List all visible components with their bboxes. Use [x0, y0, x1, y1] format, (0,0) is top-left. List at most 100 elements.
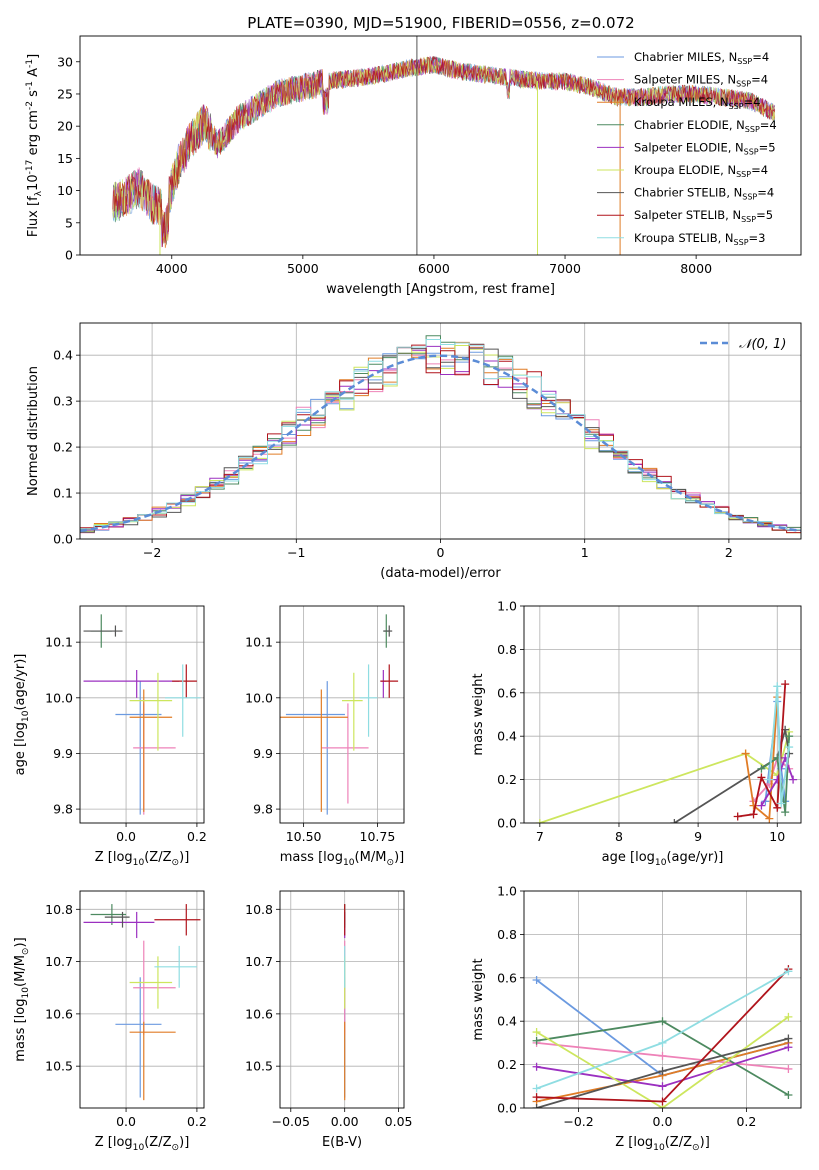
panel-age-vs-z: 0.0 0.29.89.910.010.1Z [log10(Z/Z⊙)]age [… — [13, 605, 207, 868]
panel-spectrum: 4000 5000 6000 7000 8000 0 5 10 15 20 25 30 waveleng… — [25, 35, 802, 297]
weight-marker — [733, 812, 742, 821]
axes-frame — [279, 605, 405, 824]
x-tick-label: 8 — [615, 829, 623, 844]
y-tick-label: 15 — [57, 151, 73, 166]
spectrum-line-salpeter-stelib — [112, 55, 776, 248]
legend-entry-label: Chabrier ELODIE, N — [634, 118, 745, 132]
legend-entry: Kroupa STELIB, NSSP=3 — [634, 231, 765, 247]
label-part: age [log — [602, 850, 655, 865]
x-tick-label: 0.2 — [187, 1114, 207, 1129]
axes-frame — [279, 890, 405, 1109]
errorbar-salpeter-stelib — [154, 904, 201, 936]
label-part: λ — [34, 190, 44, 196]
y-tick-label: 9.9 — [253, 746, 273, 761]
legend-entry: Salpeter STELIB, NSSP=5 — [634, 208, 773, 224]
normal-curve — [80, 354, 801, 533]
plot-area — [280, 614, 399, 815]
label-part: 10 — [133, 858, 145, 868]
weight-line-kroupa-stelib — [532, 967, 793, 1093]
label-part: wavelength [Angstrom, rest frame] — [326, 282, 555, 297]
y-tick-label: 10.5 — [245, 1059, 273, 1074]
legend-entry-tail: =4 — [752, 50, 769, 64]
label-part: Z [log — [95, 850, 133, 865]
weight-line-kroupa-stelib — [765, 682, 794, 808]
errorbar-kroupa-miles — [129, 689, 173, 812]
legend-entry-sub: SSP — [736, 170, 751, 179]
panel-mass-vs-z: 0.0 0.210.510.610.710.8Z [log10(Z/Z⊙)]mas… — [13, 890, 207, 1153]
x-tick-label: 6000 — [418, 261, 450, 276]
x-tick-label: 0.2 — [187, 829, 207, 844]
legend-entry-label: Salpeter STELIB, N — [634, 208, 741, 222]
x-tick-label: 0.2 — [736, 1114, 756, 1129]
plot-area — [83, 614, 201, 815]
x-tick-label: 5000 — [287, 261, 319, 276]
label-part: mass weight — [471, 958, 486, 1040]
x-tick-label: 2 — [725, 545, 733, 560]
label-part: (M/M — [355, 850, 387, 865]
label-part: erg cm — [26, 110, 41, 159]
panel-age-vs-mass: 10.50 10.75 9.8 9.9 10.0 10.1 mass [log10(M/M⊙… — [245, 605, 405, 868]
legend-entry-tail: =4 — [751, 73, 768, 87]
errorbar-kroupa-miles — [280, 689, 348, 812]
weight-marker — [532, 1036, 541, 1045]
axes-frame — [523, 890, 802, 1109]
label-part: age [log — [13, 722, 28, 775]
x-tick-label: −2 — [143, 545, 161, 560]
weight-marker — [741, 749, 750, 758]
y-tick-label: 0 — [65, 248, 73, 263]
errorbar-kroupa-elodie — [129, 956, 173, 1009]
label-part: ⊙ — [172, 1143, 180, 1153]
label-part: Normed distribution — [26, 366, 41, 496]
y-tick-label: 1.0 — [497, 884, 517, 899]
weight-marker — [784, 1090, 793, 1099]
legend-entry-label: Kroupa MILES, N — [634, 95, 729, 109]
y-tick-label: 5 — [65, 215, 73, 230]
errorbar-kroupa-stelib — [165, 664, 201, 737]
x-tick-label: 0.0 — [653, 1114, 673, 1129]
y-tick-label: 10.1 — [45, 635, 73, 650]
label-part: mass [log — [13, 999, 28, 1062]
weight-marker — [658, 1067, 667, 1076]
label-part: 10 — [21, 710, 31, 722]
legend-entry: Chabrier MILES, NSSP=4 — [634, 50, 769, 66]
plot-area — [532, 965, 793, 1108]
y-tick-label: 0.4 — [53, 348, 73, 363]
legend-entry: Chabrier ELODIE, NSSP=4 — [634, 118, 777, 134]
x-tick-label: 7000 — [549, 261, 581, 276]
weight-marker — [749, 810, 758, 819]
label-part: (data-model)/error — [380, 566, 501, 581]
legend-entry-sub: SSP — [741, 215, 756, 224]
label-part: )] — [13, 937, 28, 947]
x-tick-label: 0.00 — [331, 1114, 359, 1129]
legend-entry-sub: SSP — [736, 80, 751, 89]
errorbar-salpeter-elodie — [380, 669, 387, 698]
weight-marker — [784, 1034, 793, 1043]
legend-entry-sub: SSP — [745, 125, 760, 134]
errorbar-salpeter-miles — [133, 703, 176, 815]
label-part: (Z/Z — [144, 1135, 171, 1150]
errorbar-kroupa-miles — [129, 1021, 176, 1101]
plot-area — [535, 680, 798, 823]
legend-entry-sub: SSP — [734, 238, 749, 247]
y-tick-label: 10.7 — [245, 954, 273, 969]
weight-marker — [658, 1017, 667, 1026]
x-axis-label: Z [log10(Z/Z⊙)] — [95, 850, 190, 868]
weight-path — [536, 1016, 789, 1108]
y-axis-label: Flux [fλ10-17 erg cm-2 s-1 A-1] — [25, 54, 44, 237]
label-part: 10 — [26, 174, 41, 191]
y-tick-label: 10.5 — [45, 1059, 73, 1074]
y-tick-label: 25 — [57, 86, 73, 101]
y-tick-label: 0.2 — [497, 1057, 517, 1072]
label-part: -1 — [25, 81, 35, 90]
errorbar-chabrier-miles — [115, 977, 162, 1098]
x-tick-label: 10 — [769, 829, 785, 844]
weight-marker — [784, 1064, 793, 1073]
weight-marker — [757, 801, 766, 810]
x-tick-label: −1 — [287, 545, 305, 560]
axes-frame — [79, 605, 205, 824]
weight-marker — [765, 775, 774, 784]
axes-frame — [79, 890, 205, 1109]
panel-weight-vs-z: −0.2 0.0 0.2 0.0 0.2 0.4 0.6 0.8 1.0 Z [log10(Z/Z… — [471, 884, 802, 1153]
